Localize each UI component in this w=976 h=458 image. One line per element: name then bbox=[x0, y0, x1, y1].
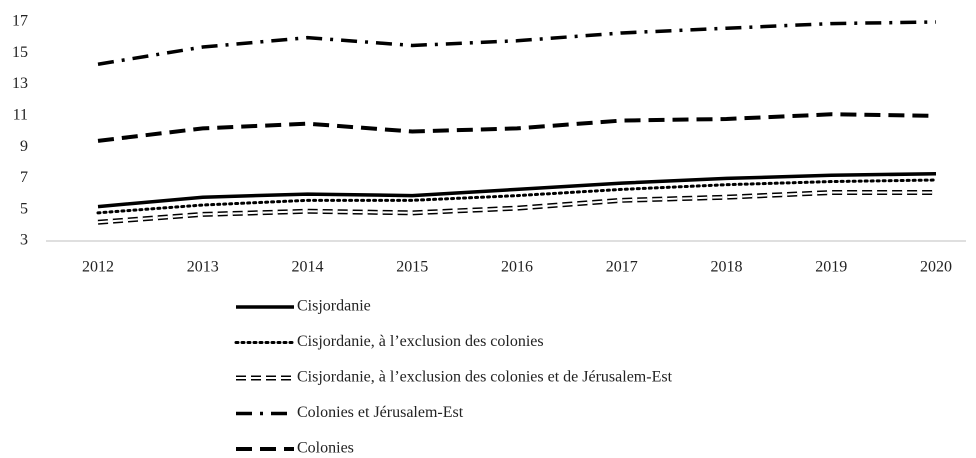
x-tick-label: 2018 bbox=[711, 259, 743, 276]
x-tick-label: 2013 bbox=[187, 259, 219, 276]
legend-label: Cisjordanie, à l’exclusion des colonies bbox=[297, 333, 544, 350]
legend-label: Colonies et Jérusalem-Est bbox=[297, 404, 464, 421]
y-tick-label: 11 bbox=[13, 107, 28, 124]
x-tick-label: 2014 bbox=[292, 259, 324, 276]
legend-label: Cisjordanie bbox=[297, 298, 371, 315]
y-tick-label: 7 bbox=[20, 169, 28, 186]
x-tick-label: 2016 bbox=[501, 259, 533, 276]
x-tick-label: 2017 bbox=[606, 259, 638, 276]
x-tick-label: 2020 bbox=[920, 259, 952, 276]
y-tick-label: 13 bbox=[12, 75, 28, 92]
legend-label: Cisjordanie, à l’exclusion des colonies … bbox=[297, 369, 673, 386]
x-tick-label: 2012 bbox=[82, 259, 114, 276]
y-tick-label: 9 bbox=[20, 138, 28, 155]
series-line bbox=[97, 112, 937, 143]
series-line bbox=[97, 20, 937, 66]
y-tick-label: 17 bbox=[12, 13, 28, 30]
series-line-inner bbox=[97, 191, 936, 224]
x-tick-label: 2015 bbox=[396, 259, 428, 276]
y-tick-label: 5 bbox=[20, 200, 28, 217]
series-line bbox=[96, 178, 938, 215]
legend-label: Colonies bbox=[297, 440, 354, 457]
x-tick-label: 2019 bbox=[815, 259, 847, 276]
y-tick-label: 3 bbox=[20, 232, 28, 249]
y-tick-label: 15 bbox=[12, 44, 28, 61]
series-line bbox=[97, 171, 937, 209]
